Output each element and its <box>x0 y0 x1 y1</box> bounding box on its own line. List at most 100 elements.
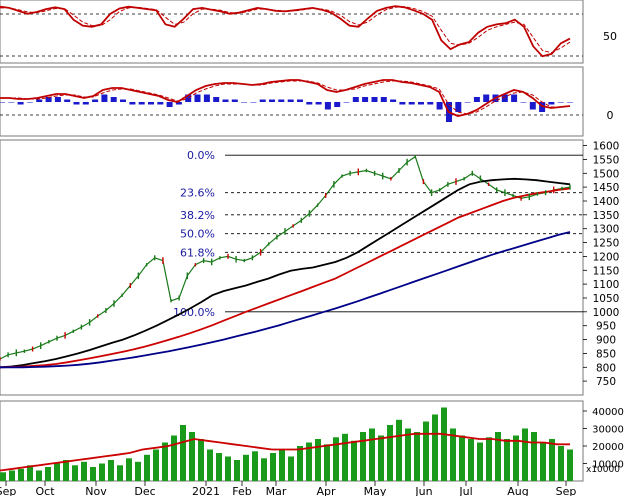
x-tick-label: 2021 <box>192 485 220 496</box>
macd-histogram-bar <box>166 102 173 107</box>
volume-bar <box>27 465 33 482</box>
price-tick-label: 850 <box>596 348 616 360</box>
volume-bar <box>126 458 132 482</box>
fib-level-label: 61.8% <box>180 246 215 259</box>
fib-level-label: 0.0% <box>187 149 215 162</box>
price-tick-label: 950 <box>596 321 616 333</box>
volume-bar <box>522 428 528 481</box>
macd-histogram-bar <box>539 102 546 112</box>
price-tick-label: 1500 <box>593 168 620 180</box>
macd-histogram-bar <box>380 97 387 102</box>
macd-histogram-bar <box>548 102 555 105</box>
price-tick-label: 1100 <box>593 279 620 291</box>
x-tick-label: Nov <box>85 485 107 496</box>
macd-histogram-bar <box>278 99 285 102</box>
volume-panel: 40000 30000 20000 10000 x10000 <box>0 400 624 482</box>
price-tick-label: 1400 <box>593 196 620 208</box>
macd-histogram-bar <box>45 97 52 102</box>
macd-histogram-bar <box>241 102 248 103</box>
volume-bar <box>549 439 555 481</box>
macd-histogram-bar <box>269 99 275 102</box>
ma-black-line <box>0 177 571 369</box>
macd-histogram-bar <box>0 102 5 103</box>
macd-tick-0: 0 <box>607 109 614 122</box>
volume-bar <box>531 432 537 481</box>
volume-bar <box>279 449 285 481</box>
volume-bar <box>423 421 429 481</box>
volume-bar <box>243 454 249 482</box>
volume-unit-label: x10000 <box>586 465 620 475</box>
macd-histogram-bar <box>408 102 415 105</box>
volume-ma-line <box>0 432 570 472</box>
macd-histogram-bar <box>418 102 424 105</box>
price-tick-label: 900 <box>596 335 616 347</box>
volume-bar <box>495 432 501 481</box>
volume-bar <box>99 463 105 481</box>
x-tick-label: Mar <box>266 485 287 496</box>
macd-histogram-bar <box>203 94 210 102</box>
fib-level-label: 38.2% <box>180 209 215 222</box>
macd-histogram-bar <box>567 102 573 103</box>
volume-bar <box>171 435 177 481</box>
volume-bar <box>414 432 420 481</box>
macd-histogram-bar <box>511 94 518 102</box>
x-tick-label: Feb <box>232 485 251 496</box>
volume-bar <box>468 439 474 481</box>
volume-tick-label: 40000 <box>592 407 624 418</box>
volume-bar <box>360 432 366 481</box>
macd-line <box>0 79 571 117</box>
macd-histogram-bar <box>175 102 182 105</box>
x-tick-label: Oct <box>35 485 55 496</box>
volume-bar <box>198 439 204 481</box>
volume-bar <box>81 461 87 482</box>
volume-tick-label: 30000 <box>592 425 624 436</box>
price-tick-label: 1300 <box>593 224 620 236</box>
x-tick-label: Sep <box>0 485 16 496</box>
volume-bar <box>90 467 96 481</box>
macd-histogram-bar <box>82 102 89 105</box>
oscillator-panel: 50 <box>0 0 617 64</box>
macd-histogram-bar <box>390 99 397 102</box>
price-frame <box>0 139 584 396</box>
fib-level-label: 100.0% <box>173 306 215 319</box>
oscillator-tick-50: 50 <box>603 30 617 43</box>
volume-bar <box>180 425 186 481</box>
volume-bar <box>297 446 303 481</box>
macd-histogram-bar <box>54 97 61 102</box>
x-tick-label: Dec <box>134 485 155 496</box>
oscillator-signal-line <box>0 6 571 54</box>
x-tick-label: Jul <box>458 485 472 496</box>
volume-bar <box>315 439 321 481</box>
fib-level-label: 50.0% <box>180 228 215 241</box>
fib-level-label: 23.6% <box>180 187 215 200</box>
volume-bar <box>72 465 78 482</box>
volume-bar <box>351 440 357 482</box>
price-tick-label: 800 <box>596 362 616 374</box>
macd-histogram-bar <box>138 102 145 105</box>
x-tick-label: Sep <box>556 485 577 496</box>
macd-histogram-bar <box>8 102 15 103</box>
x-tick-label: Apr <box>316 485 336 496</box>
volume-bar <box>234 460 240 481</box>
price-tick-label: 1200 <box>593 251 620 263</box>
macd-histogram-bar <box>26 102 33 103</box>
price-tick-label: 1550 <box>593 154 620 166</box>
volume-bar <box>387 425 393 481</box>
macd-histogram-bar <box>315 102 322 105</box>
volume-bar <box>54 463 60 481</box>
x-tick-label: May <box>364 485 387 496</box>
macd-histogram-bar <box>36 99 43 102</box>
price-tick-label: 1000 <box>593 307 620 319</box>
macd-histogram-bar <box>157 102 164 105</box>
macd-histogram-bar <box>334 102 341 107</box>
macd-histogram-bar <box>120 99 126 102</box>
macd-histogram-bar <box>73 102 80 105</box>
volume-bar <box>405 428 411 481</box>
price-tick-label: 1050 <box>593 293 620 305</box>
macd-histogram-bar <box>259 99 266 102</box>
price-tick-label: 1600 <box>593 141 620 153</box>
macd-histogram-bar <box>520 102 527 103</box>
macd-histogram-bar <box>352 97 359 102</box>
